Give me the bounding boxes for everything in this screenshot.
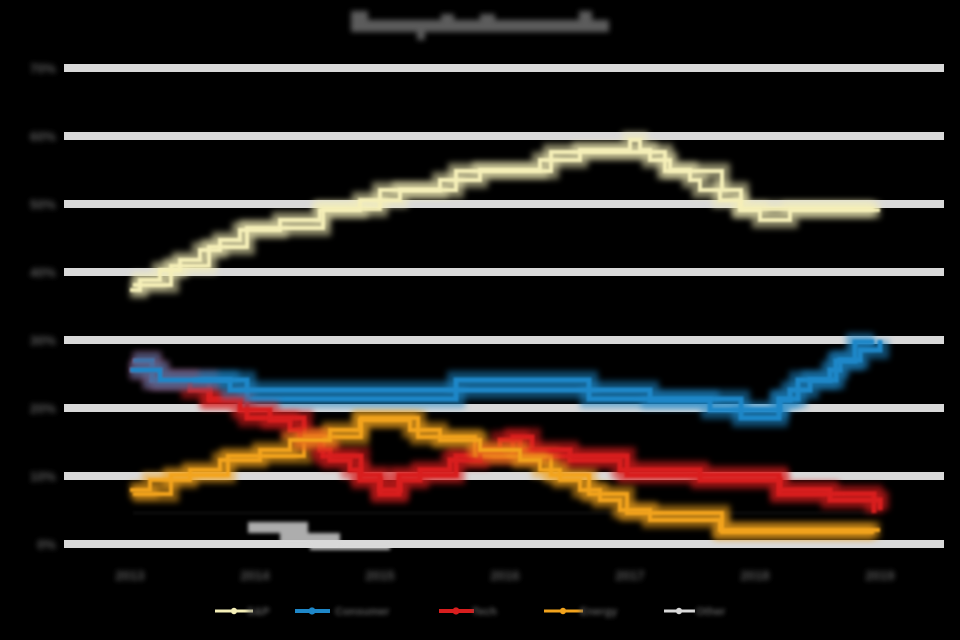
svg-text:2014: 2014 (241, 568, 271, 583)
svg-text:Tech: Tech (472, 606, 497, 618)
svg-text:2015: 2015 (366, 568, 395, 583)
svg-text:Consumer: Consumer (335, 606, 390, 618)
svg-text:30%: 30% (30, 333, 56, 348)
svg-text:2016: 2016 (491, 568, 520, 583)
svg-text:10%: 10% (30, 469, 56, 484)
svg-text:40%: 40% (30, 265, 56, 280)
svg-text:S&P: S&P (247, 606, 270, 618)
svg-text:50%: 50% (30, 197, 56, 212)
svg-text:2019: 2019 (866, 568, 895, 583)
svg-text:Other: Other (696, 606, 726, 618)
svg-text:60%: 60% (30, 129, 56, 144)
svg-text:70%: 70% (30, 61, 56, 76)
svg-text:2013: 2013 (116, 568, 145, 583)
svg-text:2017: 2017 (616, 568, 645, 583)
svg-text:0%: 0% (37, 537, 56, 552)
svg-text:2018: 2018 (741, 568, 770, 583)
svg-text:Energy: Energy (580, 606, 618, 618)
svg-text:20%: 20% (30, 401, 56, 416)
